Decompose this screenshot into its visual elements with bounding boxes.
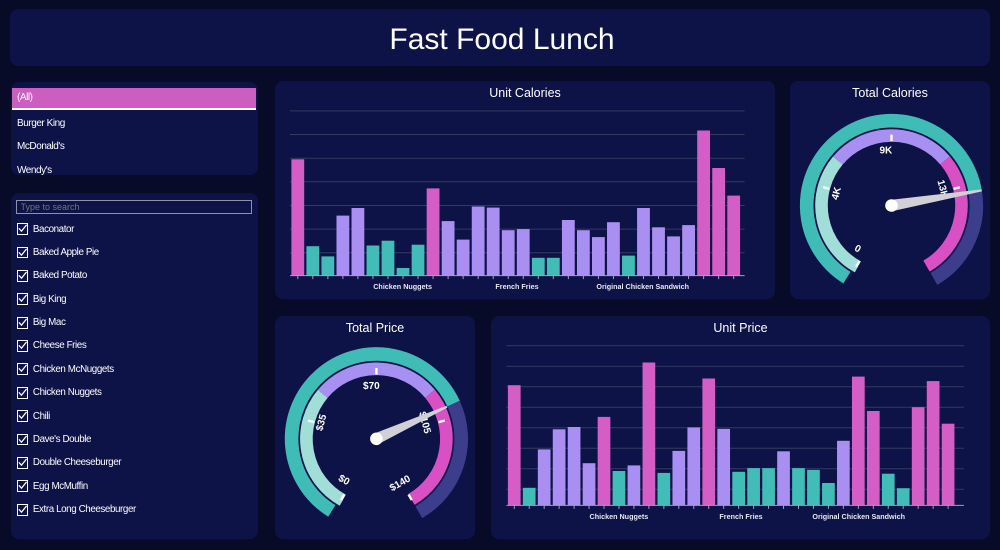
svg-text:French Fries: French Fries: [495, 282, 538, 291]
svg-text:$70: $70: [363, 381, 380, 392]
svg-text:$140: $140: [388, 473, 413, 494]
svg-text:Chicken Nuggets: Chicken Nuggets: [590, 512, 649, 521]
svg-text:French Fries: French Fries: [719, 512, 762, 521]
svg-text:0: 0: [852, 243, 863, 256]
svg-text:Original Chicken Sandwich: Original Chicken Sandwich: [596, 282, 689, 291]
svg-text:4K: 4K: [830, 185, 844, 201]
svg-text:9K: 9K: [880, 146, 894, 157]
svg-text:$0: $0: [336, 473, 352, 488]
svg-text:Original Chicken Sandwich: Original Chicken Sandwich: [812, 512, 905, 521]
svg-text:Chicken Nuggets: Chicken Nuggets: [373, 282, 432, 291]
svg-text:$35: $35: [314, 413, 329, 432]
